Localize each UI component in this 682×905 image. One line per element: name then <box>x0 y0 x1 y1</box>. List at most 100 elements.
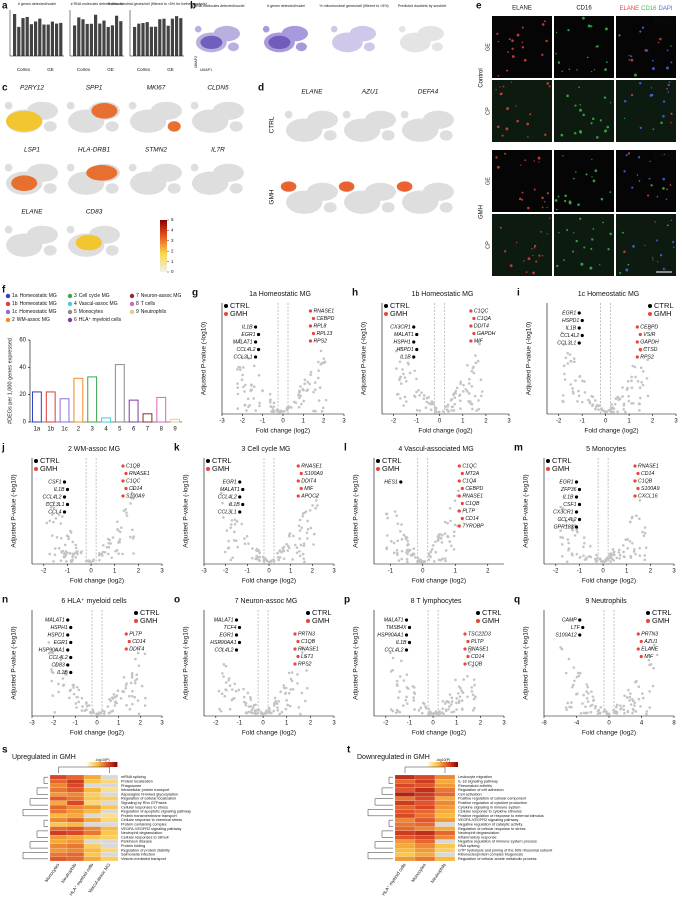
x-tick-label: 2 <box>651 419 655 425</box>
cell-signal <box>625 268 629 272</box>
gene-point <box>455 386 459 390</box>
gene-point <box>279 409 282 413</box>
x-tick-label: 1 <box>455 721 459 727</box>
gene-point <box>418 409 422 412</box>
de-gene-point <box>121 494 125 498</box>
de-gene-point <box>69 640 73 645</box>
cell-signal <box>568 201 572 205</box>
gene-point <box>468 377 471 381</box>
cell-signal <box>670 112 673 115</box>
gene-point <box>140 684 144 688</box>
umap-cluster <box>306 110 338 129</box>
legend-label: GMH <box>382 464 400 473</box>
gene-point <box>639 396 642 400</box>
gene-label: EGR1 <box>559 479 573 485</box>
heatmap-cell <box>394 839 416 844</box>
legend-label: CTRL <box>652 608 672 617</box>
cell-cloud <box>38 18 42 56</box>
gene-point <box>77 700 81 704</box>
gene-point <box>430 547 434 551</box>
gene-point <box>583 380 586 383</box>
cell-signal <box>670 45 672 47</box>
gene-point <box>101 550 105 554</box>
micrograph <box>492 80 552 142</box>
gene-point <box>573 357 576 360</box>
gene-label: CD14 <box>129 486 142 492</box>
gene-point <box>272 560 276 563</box>
gene-point <box>454 678 457 682</box>
umap-cluster <box>422 182 454 201</box>
gene-point <box>472 678 476 681</box>
gene-point <box>282 549 286 553</box>
de-gene-point <box>577 326 581 330</box>
gene-point <box>117 541 120 544</box>
gene-point <box>256 557 259 561</box>
gene-point <box>456 692 460 695</box>
gene-point <box>313 388 317 391</box>
legend-swatch <box>134 611 138 615</box>
gene-point <box>116 689 120 693</box>
gene-point <box>567 548 570 552</box>
cell-signal <box>511 55 515 58</box>
gene-point <box>106 552 110 556</box>
gene-point <box>587 555 591 558</box>
gene-point <box>103 550 107 554</box>
heatmap-cell <box>49 774 68 780</box>
gene-point <box>576 400 579 403</box>
gene-point <box>418 394 421 397</box>
heatmap-cell <box>83 817 102 823</box>
gene-point <box>563 372 566 376</box>
dendrogram <box>22 852 48 860</box>
cell-signal <box>662 187 665 190</box>
gene-point <box>428 710 432 713</box>
gene-label: HSP90AA1 <box>39 647 65 653</box>
heatmap-cell <box>83 830 102 836</box>
x-tick-label: -2 <box>41 569 47 575</box>
gene-point <box>454 389 458 393</box>
gene-point <box>404 400 408 403</box>
gene-point <box>308 382 311 386</box>
legend-label: CTRL <box>552 456 572 465</box>
umap-cluster <box>167 183 181 194</box>
gene-point <box>95 712 98 716</box>
gene-point <box>621 386 624 389</box>
legend-name: WM-assoc MG <box>17 317 50 323</box>
cell-signal <box>666 49 669 52</box>
x-tick-label: 1 <box>285 721 289 727</box>
umap-cluster <box>422 110 454 129</box>
umap-cluster <box>150 163 182 182</box>
gene-point <box>610 553 614 557</box>
heatmap-cell <box>49 826 68 831</box>
gene-point <box>85 701 88 704</box>
x-axis-label: Fold change (log2) <box>70 578 124 585</box>
row-label: Positive regulation of cytokine producti… <box>458 801 527 805</box>
gene-point <box>448 506 452 510</box>
gene-point <box>402 704 405 707</box>
row-label: Asparagine N-linked glycosylation <box>121 792 178 796</box>
gene-point <box>615 705 618 709</box>
gene-point <box>316 376 320 380</box>
gene-point <box>567 541 570 545</box>
gene-point <box>466 363 469 367</box>
gene-point <box>81 705 84 708</box>
de-gene-point <box>580 333 584 338</box>
gene-point <box>130 674 134 677</box>
gene-name: CD83 <box>86 209 103 216</box>
gene-name: MKI67 <box>147 85 166 92</box>
gene-point <box>233 522 237 526</box>
heatmap-cell <box>414 817 436 823</box>
gene-label: IL1B <box>563 494 574 500</box>
gene-point <box>445 700 448 703</box>
legend-label: 7 Neuron-assoc MG <box>136 293 181 299</box>
gene-point <box>462 390 465 393</box>
gene-point <box>612 708 615 712</box>
heatmap-cell <box>49 822 68 827</box>
gene-point <box>276 708 280 712</box>
legend-swatch <box>206 467 210 471</box>
gene-point <box>225 529 229 532</box>
cell-signal <box>651 257 654 259</box>
gene-point <box>245 534 249 538</box>
gene-name: AZU1 <box>361 89 379 96</box>
umap-cluster <box>26 163 58 182</box>
heatmap-cell <box>66 800 85 806</box>
